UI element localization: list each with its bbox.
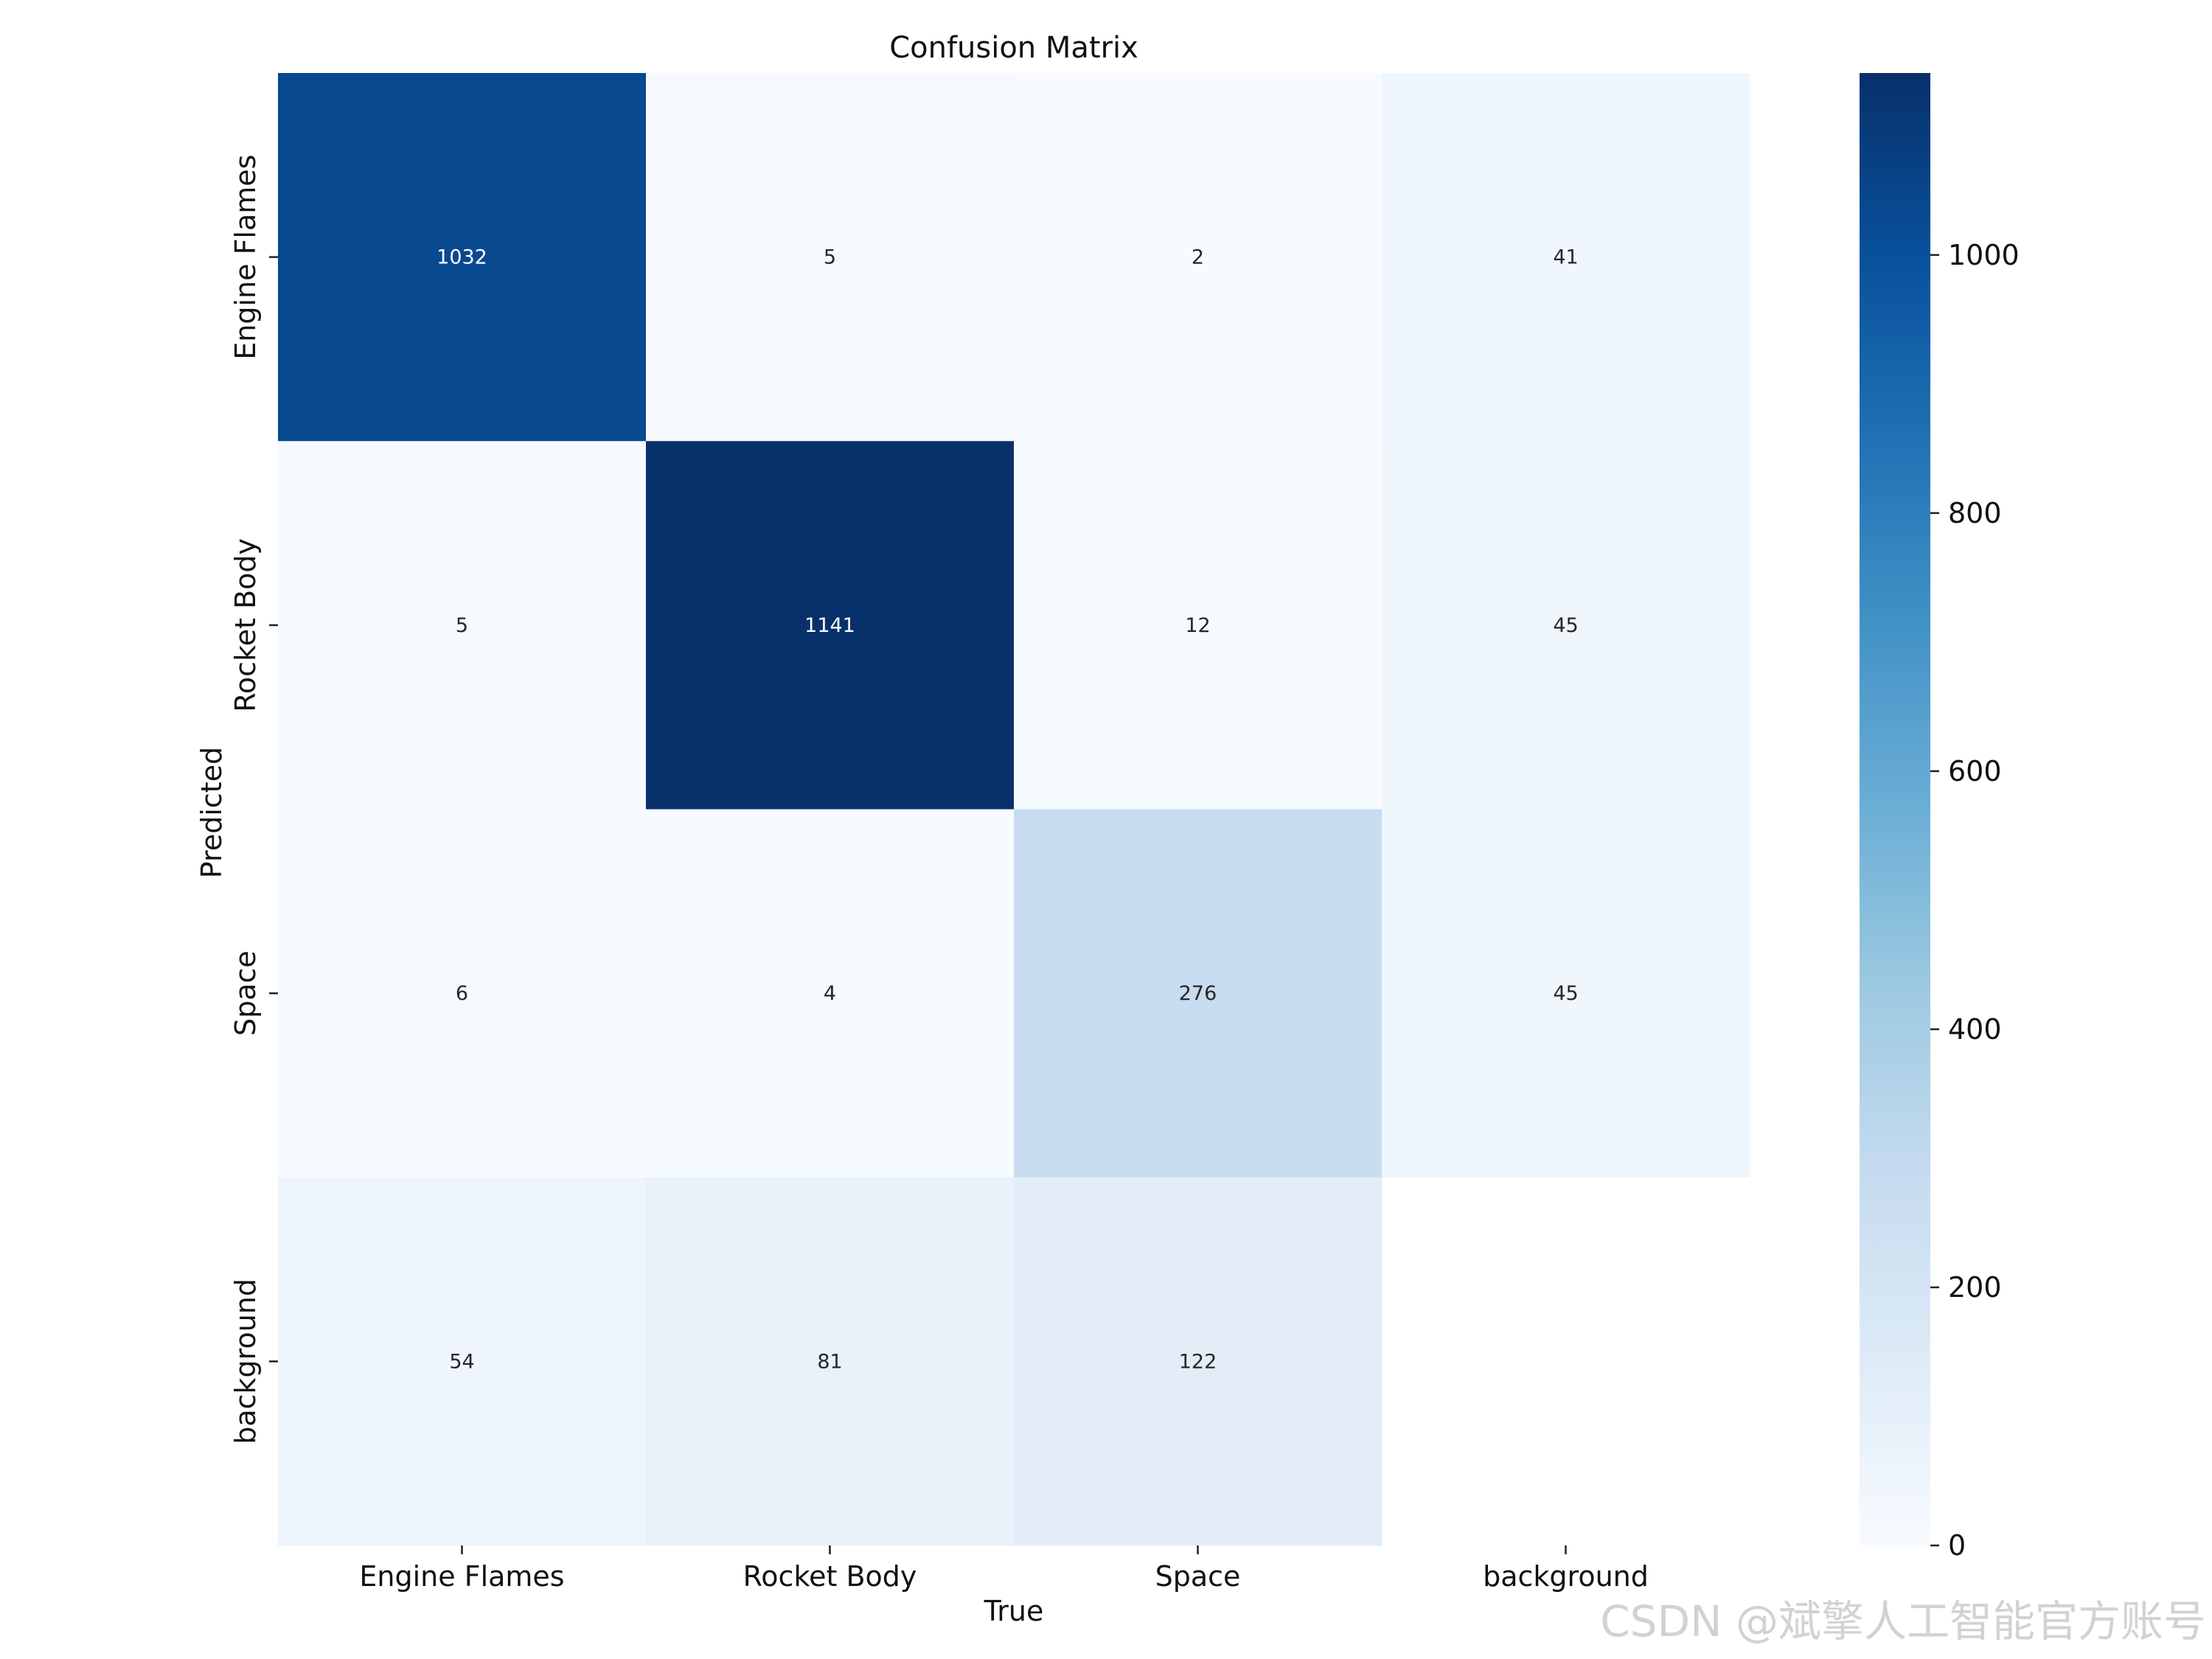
x-tick-label: background [1483, 1560, 1649, 1593]
heatmap-cell [646, 1177, 1015, 1546]
heatmap-cell [1014, 1177, 1382, 1546]
x-tick-label: Engine Flames [359, 1560, 564, 1593]
heatmap-cell [1382, 441, 1750, 810]
heatmap-cell [278, 441, 647, 810]
watermark-text: CSDN @斌擎人工智能官方账号 [1600, 1596, 2206, 1646]
heatmap-cell [1382, 73, 1750, 442]
colorbar-tick-label: 1000 [1948, 239, 2020, 271]
chart-title: Confusion Matrix [889, 31, 1138, 65]
cell-value-label: 45 [1553, 982, 1578, 1005]
heatmap-cell [278, 1177, 647, 1546]
cell-value-label: 12 [1185, 614, 1210, 637]
heatmap-cell [1014, 73, 1382, 442]
x-tick-label: Space [1155, 1560, 1241, 1593]
cell-value-label: 4 [824, 982, 836, 1005]
colorbar-tick-label: 800 [1948, 497, 2002, 529]
y-tick-label: background [229, 1279, 262, 1444]
y-tick-label: Engine Flames [229, 155, 262, 360]
y-axis-label: Predicted [195, 747, 228, 878]
cell-value-label: 54 [449, 1350, 474, 1373]
heatmap-cells: 1032 5 2 41 5 1141 12 45 6 4 276 45 54 81 122 [278, 73, 1750, 1546]
cell-value-label: 276 [1179, 982, 1217, 1005]
heatmap-cell [278, 73, 647, 442]
x-axis: Engine Flames Rocket Body Space background [359, 1545, 1649, 1593]
cell-value-label: 2 [1192, 246, 1204, 269]
cell-value-label: 6 [456, 982, 468, 1005]
colorbar [1860, 73, 1930, 1545]
cell-value-label: 1032 [437, 246, 487, 269]
colorbar-tick-label: 200 [1948, 1271, 2002, 1304]
heatmap-cell [1014, 809, 1382, 1178]
cell-value-label: 5 [824, 246, 836, 269]
colorbar-tick-label: 0 [1948, 1529, 1966, 1562]
cell-value-label: 41 [1553, 246, 1578, 269]
cell-value-label: 81 [817, 1350, 842, 1373]
y-tick-label: Rocket Body [229, 538, 262, 712]
heatmap-cell [646, 809, 1015, 1178]
heatmap-cell [1382, 809, 1750, 1178]
heatmap-cell [278, 809, 647, 1178]
heatmap-cell [646, 73, 1015, 442]
cell-value-label: 1141 [804, 614, 855, 637]
heatmap-cell [1014, 441, 1382, 810]
x-tick-label: Rocket Body [743, 1560, 917, 1593]
cell-value-label: 122 [1179, 1350, 1217, 1373]
colorbar-tick-label: 400 [1948, 1013, 2002, 1046]
colorbar-ticks: 0 200 400 600 800 1000 [1930, 239, 2020, 1562]
y-tick-label: Space [229, 950, 262, 1036]
cell-value-label: 5 [456, 614, 468, 637]
x-axis-label: True [984, 1595, 1044, 1627]
colorbar-tick-label: 600 [1948, 755, 2002, 787]
heatmap-cell [646, 441, 1015, 810]
y-axis: Engine Flames Rocket Body Space background [229, 155, 278, 1444]
cell-value-label: 45 [1553, 614, 1578, 637]
